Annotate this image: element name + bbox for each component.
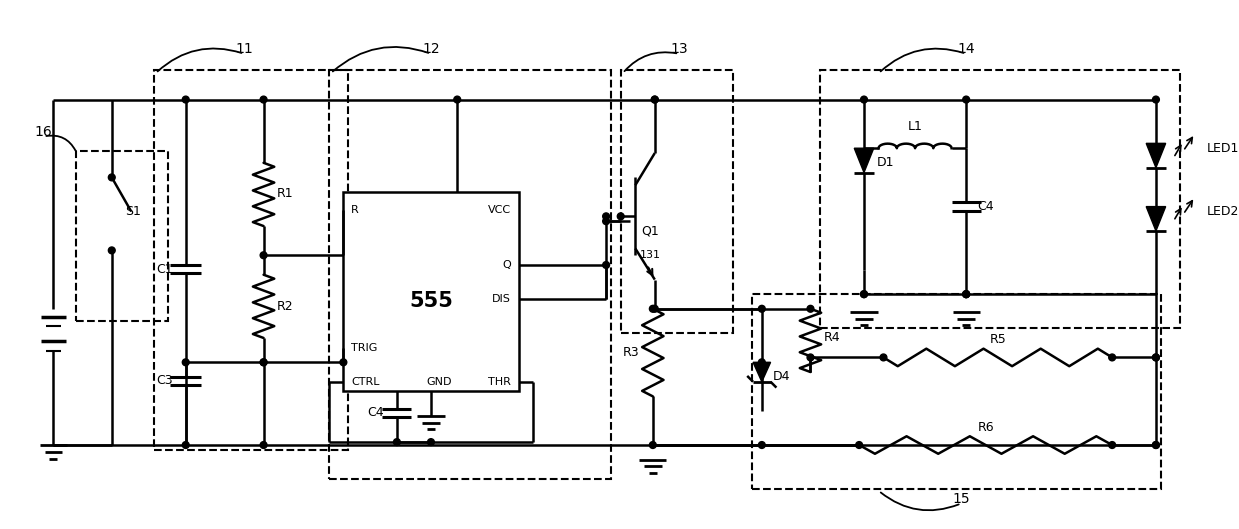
Circle shape (1152, 354, 1160, 361)
Text: TRIG: TRIG (351, 343, 378, 353)
Circle shape (260, 359, 266, 366)
Text: R6: R6 (978, 421, 994, 434)
Text: 13: 13 (670, 42, 688, 56)
Circle shape (182, 359, 190, 366)
Circle shape (963, 291, 970, 298)
Bar (752, 294, 1161, 489)
Circle shape (394, 439, 400, 445)
Circle shape (182, 442, 190, 449)
Text: R2: R2 (276, 300, 294, 313)
Circle shape (108, 247, 115, 254)
Text: 12: 12 (422, 42, 440, 56)
Text: LED1: LED1 (1207, 142, 1239, 154)
Text: GND: GND (426, 377, 451, 387)
Bar (343, 192, 519, 391)
Circle shape (602, 261, 610, 268)
Text: C3: C3 (156, 375, 172, 387)
Circle shape (339, 359, 347, 366)
Text: D4: D4 (773, 370, 790, 384)
Bar (820, 70, 1181, 328)
Circle shape (758, 305, 766, 312)
Circle shape (963, 96, 970, 103)
Circle shape (807, 305, 814, 312)
Polygon shape (1146, 207, 1166, 231)
Bar (328, 70, 611, 479)
Text: L1: L1 (908, 120, 923, 133)
Polygon shape (854, 148, 873, 172)
Circle shape (856, 442, 862, 449)
Circle shape (652, 96, 658, 103)
Text: R1: R1 (276, 187, 294, 200)
Circle shape (1109, 354, 1115, 361)
Circle shape (963, 291, 970, 298)
Text: R3: R3 (623, 346, 639, 359)
Text: 131: 131 (639, 250, 660, 260)
Text: CTRL: CTRL (351, 377, 379, 387)
Circle shape (617, 213, 624, 220)
Circle shape (182, 96, 190, 103)
Text: R4: R4 (824, 332, 840, 344)
Text: 15: 15 (953, 491, 970, 506)
Text: C4: C4 (367, 406, 384, 419)
Circle shape (758, 442, 766, 449)
Circle shape (861, 96, 867, 103)
Circle shape (861, 291, 867, 298)
Circle shape (649, 442, 657, 449)
Circle shape (1152, 442, 1160, 449)
Text: 555: 555 (409, 291, 453, 312)
Text: Q: Q (502, 260, 510, 270)
Circle shape (108, 174, 115, 181)
Circle shape (963, 291, 970, 298)
Circle shape (1109, 442, 1115, 449)
Circle shape (602, 213, 610, 220)
Text: 16: 16 (35, 125, 52, 139)
Bar (76, 151, 169, 322)
Text: VCC: VCC (488, 205, 510, 215)
Circle shape (652, 305, 658, 312)
Circle shape (453, 96, 461, 103)
Bar (154, 70, 348, 450)
Circle shape (880, 354, 887, 361)
Text: 14: 14 (958, 42, 975, 56)
Text: C1: C1 (156, 263, 172, 276)
Circle shape (1152, 354, 1160, 361)
Text: R: R (351, 205, 359, 215)
Circle shape (260, 442, 266, 449)
Text: LED2: LED2 (1207, 205, 1239, 218)
Circle shape (861, 291, 867, 298)
Text: C4: C4 (978, 200, 994, 213)
Circle shape (260, 96, 266, 103)
Text: Q1: Q1 (641, 224, 659, 238)
Circle shape (260, 252, 266, 259)
Bar (621, 70, 732, 333)
Circle shape (260, 359, 266, 366)
Polygon shape (753, 362, 771, 382)
Circle shape (649, 305, 657, 312)
Text: DIS: DIS (492, 294, 510, 304)
Text: THR: THR (488, 377, 510, 387)
Circle shape (1152, 96, 1160, 103)
Circle shape (652, 96, 658, 103)
Text: S1: S1 (125, 205, 141, 218)
Circle shape (758, 359, 766, 366)
Circle shape (807, 354, 814, 361)
Text: D1: D1 (877, 156, 895, 169)
Polygon shape (1146, 143, 1166, 168)
Circle shape (1152, 442, 1160, 449)
Circle shape (602, 218, 610, 225)
Text: R5: R5 (990, 333, 1006, 346)
Circle shape (427, 439, 435, 445)
Text: 11: 11 (235, 42, 253, 56)
